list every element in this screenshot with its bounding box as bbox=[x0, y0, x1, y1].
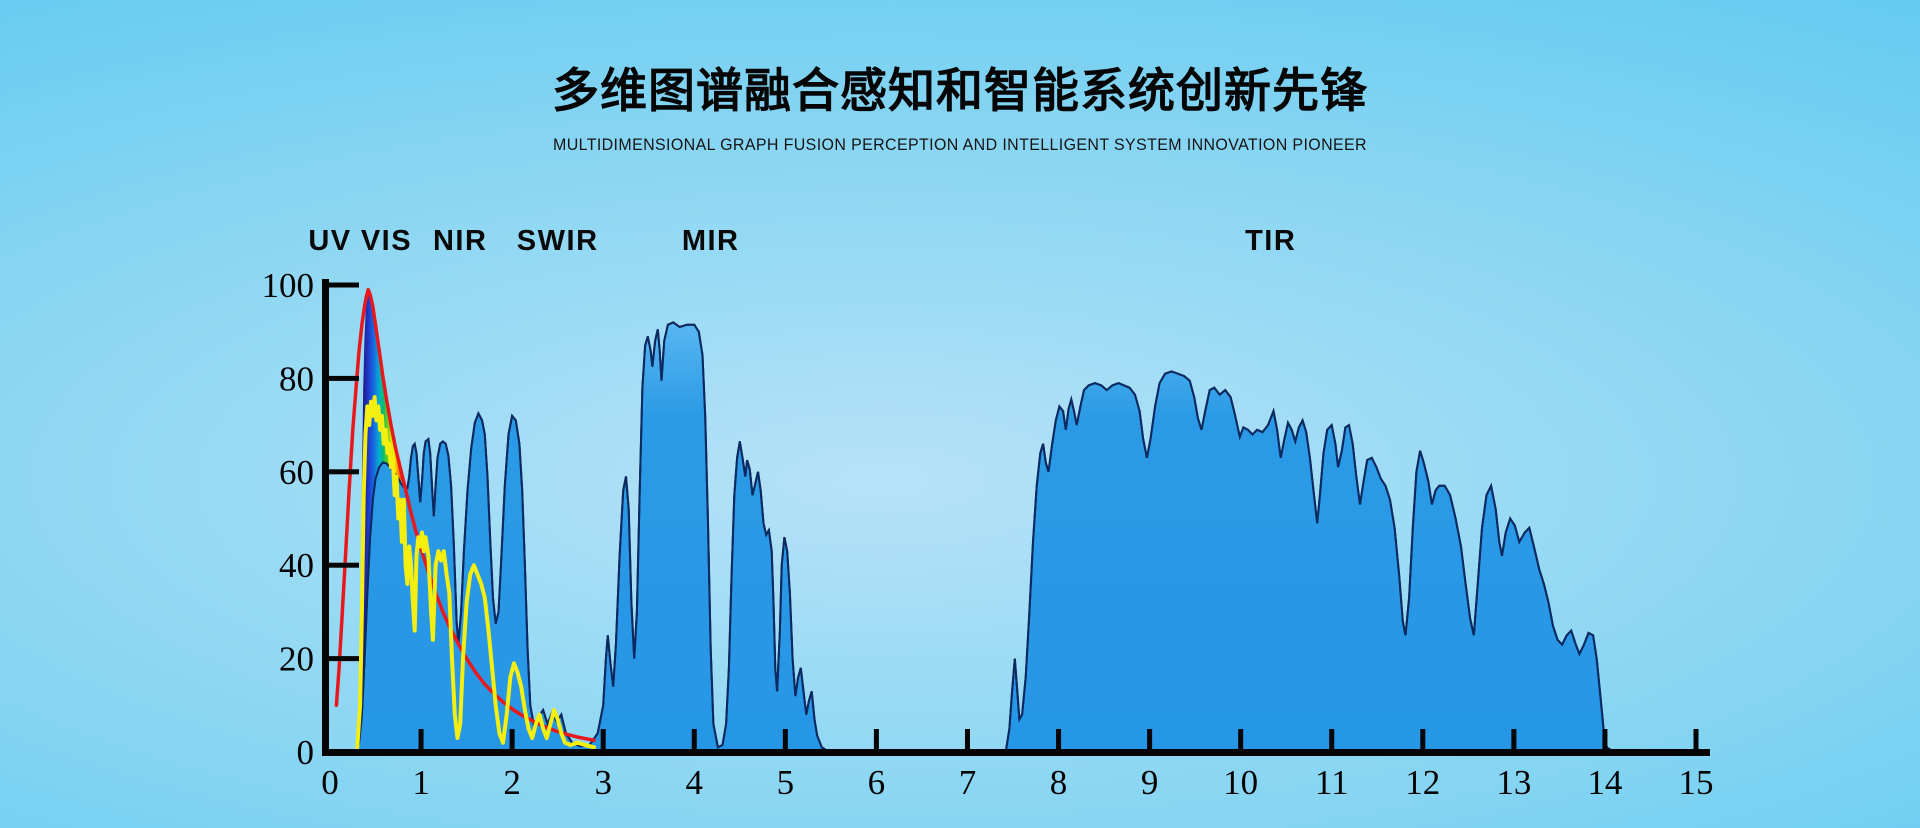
band-label-mir: MIR bbox=[682, 225, 740, 257]
y-tick-label: 60 bbox=[279, 453, 314, 492]
x-tick-label: 0 bbox=[321, 763, 339, 802]
x-tick-label: 11 bbox=[1315, 763, 1349, 802]
x-tick bbox=[1147, 729, 1153, 749]
y-tick-label: 0 bbox=[297, 733, 315, 772]
x-tick bbox=[873, 729, 879, 749]
x-tick-label: 1 bbox=[412, 763, 430, 802]
x-tick-label: 5 bbox=[777, 763, 795, 802]
x-tick bbox=[1511, 729, 1517, 749]
x-tick bbox=[1693, 729, 1699, 749]
x-tick bbox=[509, 729, 515, 749]
band-label-uv: UV bbox=[308, 225, 351, 257]
band-label-swir: SWIR bbox=[517, 225, 599, 257]
x-tick-label: 7 bbox=[959, 763, 977, 802]
band-label-vis: VIS bbox=[361, 225, 412, 257]
y-tick-label: 20 bbox=[279, 640, 314, 679]
x-tick bbox=[782, 729, 788, 749]
y-tick bbox=[329, 282, 359, 288]
y-tick-label: 80 bbox=[279, 359, 314, 398]
y-tick bbox=[329, 375, 359, 381]
x-tick bbox=[1602, 729, 1608, 749]
x-tick-label: 9 bbox=[1141, 763, 1159, 802]
x-tick-label: 10 bbox=[1223, 763, 1258, 802]
y-axis-line bbox=[322, 279, 329, 756]
x-tick bbox=[1056, 729, 1062, 749]
band-label-nir: NIR bbox=[433, 225, 487, 257]
page-title: 多维图谱融合感知和智能系统创新先锋 bbox=[552, 64, 1368, 117]
solar-irradiance-curve bbox=[355, 395, 597, 750]
blackbody-curve bbox=[334, 287, 596, 743]
x-tick bbox=[418, 729, 424, 749]
header: 多维图谱融合感知和智能系统创新先锋 MULTIDIMENSIONAL GRAPH… bbox=[0, 52, 1920, 155]
page-subtitle: MULTIDIMENSIONAL GRAPH FUSION PERCEPTION… bbox=[553, 135, 1367, 154]
x-tick-label: 12 bbox=[1405, 763, 1440, 802]
band-label-tir: TIR bbox=[1245, 225, 1296, 257]
y-tick-label: 40 bbox=[279, 546, 314, 585]
x-tick-label: 8 bbox=[1050, 763, 1068, 802]
transmission-area bbox=[355, 321, 1618, 753]
x-tick bbox=[1420, 729, 1426, 749]
x-tick bbox=[1329, 729, 1335, 749]
x-tick-label: 3 bbox=[594, 763, 612, 802]
x-axis-line bbox=[322, 749, 1710, 756]
y-tick bbox=[329, 469, 359, 475]
x-tick-label: 4 bbox=[686, 763, 704, 802]
y-tick bbox=[329, 656, 359, 662]
x-tick bbox=[964, 729, 970, 749]
x-tick-label: 13 bbox=[1496, 763, 1531, 802]
x-tick bbox=[1238, 729, 1244, 749]
x-tick-label: 15 bbox=[1679, 763, 1714, 802]
x-tick-label: 14 bbox=[1587, 763, 1622, 802]
x-tick-label: 6 bbox=[868, 763, 886, 802]
y-tick bbox=[329, 562, 359, 568]
x-tick bbox=[600, 729, 606, 749]
x-tick bbox=[691, 729, 697, 749]
x-tick-label: 2 bbox=[503, 763, 521, 802]
y-tick-label: 100 bbox=[262, 266, 315, 305]
